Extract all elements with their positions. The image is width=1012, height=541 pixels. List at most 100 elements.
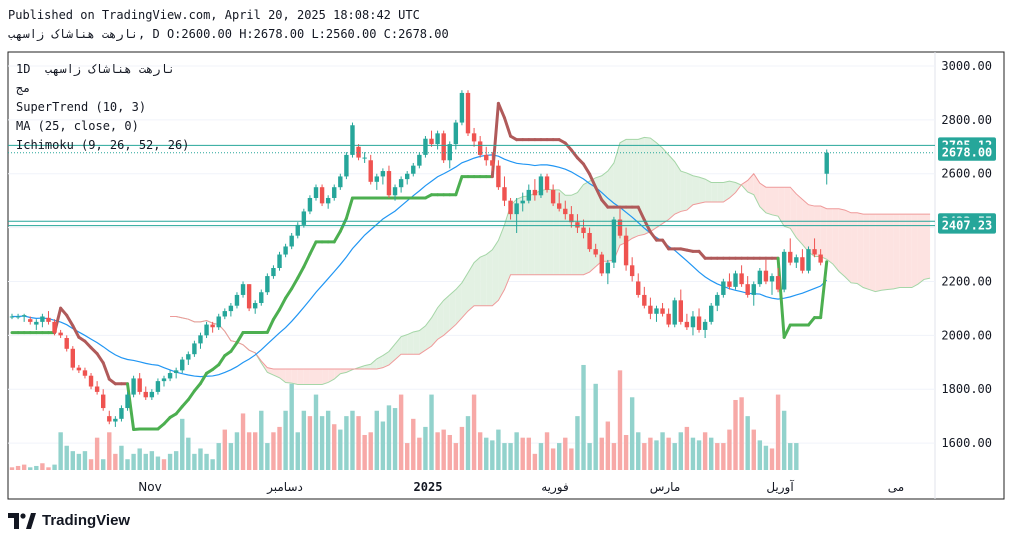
legend-volume[interactable]: مج [16,81,31,95]
volume-bar [514,432,519,470]
candle-body [739,273,744,285]
volume-bar [666,437,671,470]
volume-bar [40,463,45,470]
volume-bar [76,453,82,470]
price-tag-label: 2407.23 [942,219,993,233]
volume-bar [727,429,732,470]
volume-bar [64,445,69,470]
volume-bar [660,432,665,470]
volume-bar [344,416,349,470]
supertrend-segment [186,389,196,402]
volume-bar [277,426,282,470]
candle-body [350,125,355,155]
price-level-lines [8,144,935,227]
volume-bar [654,440,659,470]
volume-bar [763,445,769,470]
chart-frame [7,51,1005,500]
volume-bar [167,453,173,470]
candle-body [64,338,69,349]
candle-body [186,354,191,360]
volume-bar [605,421,611,470]
price-tick-label: 3000.00 [941,59,992,73]
candle-body [672,300,677,325]
candle-body [155,381,161,392]
ichimoku-cloud [170,136,931,385]
cloud-segment [899,214,906,288]
cloud-segment [717,182,724,203]
cloud-segment [911,214,918,288]
candle-body [392,187,398,196]
volume-bar [362,434,367,470]
candle-body [477,141,483,155]
volume-bar [636,432,641,470]
volume-bar [623,434,629,470]
volume-bar [733,399,738,470]
supertrend-segment [229,341,239,353]
supertrend-segment [496,101,506,120]
supertrend-segment [344,196,354,220]
candles [9,90,829,427]
legend-symbol[interactable]: 1D نارهت هناشاک زاسهب [16,62,175,76]
legend-supertrend[interactable]: SuperTrend (10, 3) [16,100,147,114]
volume-bar [684,426,690,470]
candle-body [550,189,556,204]
cloud-segment [455,282,462,325]
candle-body [696,316,702,330]
candle-body [636,281,641,295]
supertrend-segment [235,331,245,345]
volume-bar [417,437,422,470]
volume-bar [648,437,653,470]
candle-body [721,281,726,295]
cloud-segment [844,210,852,283]
volume-bar [642,443,647,470]
candle-body [277,254,282,269]
volume-bar [46,467,51,470]
supertrend-segment [71,324,81,339]
supertrend-segment [296,265,306,280]
volume-bar [477,432,483,470]
candle-body [82,370,88,376]
candle-body [806,249,811,271]
candle-body [173,370,179,374]
cloud-segment [486,249,493,306]
candle-body [70,348,75,368]
volume-bar [113,453,118,470]
candle-body [332,187,337,198]
volume-bar [471,394,477,470]
tradingview-logo-icon [8,512,36,529]
time-tick-label: مارس [650,480,681,495]
candle-body [137,378,142,392]
volume-bar [28,467,33,470]
volume-bar [520,437,525,470]
cloud-segment [808,204,815,257]
supertrend-segment [454,175,464,197]
cloud-segment [316,369,323,385]
price-tick-label: 2600.00 [941,167,992,181]
volume-bar [611,443,617,470]
volume-bars [9,364,799,470]
volume-bar [180,418,185,470]
supertrend-segment [588,172,598,189]
volume-bar [234,432,240,470]
cloud-segment [753,173,760,207]
volume-bar [587,443,592,470]
candle-body [654,308,659,314]
cloud-segment [285,369,292,384]
time-tick-label: آوریل [766,479,794,495]
cloud-segment [534,190,541,275]
candle-body [788,251,793,263]
time-tick-label: Nov [138,480,161,494]
volume-bar [253,432,258,470]
candle-body [216,316,221,328]
supertrend-segment [126,382,136,431]
volume-bar [9,467,15,470]
legend-ichimoku[interactable]: Ichimoku (9, 26, 52, 26) [16,138,190,152]
candle-body [459,92,465,123]
cloud-segment [498,224,505,301]
volume-bar [563,437,568,470]
candle-body [490,160,495,166]
tradingview-logo[interactable]: TradingView [8,512,130,529]
candle-body [265,276,270,293]
legend-ma[interactable]: MA (25, close, 0) [16,119,139,133]
